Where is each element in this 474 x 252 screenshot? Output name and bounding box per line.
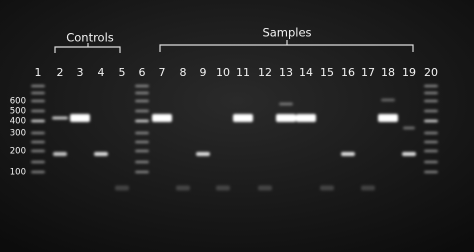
bracket <box>159 40 414 52</box>
group-label: Samples <box>262 26 311 40</box>
ladder-label: 100 <box>10 168 26 178</box>
band <box>424 119 438 123</box>
lane-label: 7 <box>159 66 166 79</box>
band <box>31 140 45 144</box>
lane-label: 1 <box>35 66 42 79</box>
ladder-label: 200 <box>10 147 26 157</box>
band <box>135 109 149 113</box>
band <box>31 119 45 123</box>
band <box>135 149 149 153</box>
band <box>135 99 149 103</box>
lane-label: 4 <box>98 66 105 79</box>
lane-label: 6 <box>139 66 146 79</box>
band <box>424 170 438 174</box>
lane-label: 14 <box>299 66 313 79</box>
group-label: Controls <box>66 31 114 45</box>
band <box>361 185 375 191</box>
band <box>31 84 45 88</box>
lane-label: 18 <box>381 66 395 79</box>
bands <box>31 84 438 191</box>
band <box>320 185 334 191</box>
band <box>424 149 438 153</box>
lane-label: 12 <box>258 66 272 79</box>
band <box>135 119 149 123</box>
band <box>424 109 438 113</box>
band <box>135 140 149 144</box>
lane-label: 9 <box>200 66 207 79</box>
lane-label: 16 <box>341 66 355 79</box>
band <box>31 149 45 153</box>
band <box>31 99 45 103</box>
band <box>176 185 190 191</box>
lane-label: 5 <box>119 66 126 79</box>
band <box>135 160 149 164</box>
lane-label: 15 <box>320 66 334 79</box>
band <box>31 91 45 95</box>
band <box>53 152 67 156</box>
band <box>381 98 395 102</box>
band <box>403 126 415 130</box>
band <box>216 185 230 191</box>
lane-label: 20 <box>424 66 438 79</box>
band <box>135 91 149 95</box>
band <box>424 91 438 95</box>
band <box>233 114 253 122</box>
band <box>52 116 68 120</box>
band <box>258 185 272 191</box>
band <box>424 99 438 103</box>
band <box>31 170 45 174</box>
band <box>70 114 90 122</box>
band <box>424 131 438 135</box>
band <box>135 84 149 88</box>
band <box>279 102 293 106</box>
lane-label: 10 <box>216 66 230 79</box>
lane-label: 17 <box>361 66 375 79</box>
band <box>135 131 149 135</box>
ladder-label: 300 <box>10 129 26 139</box>
band <box>115 185 129 191</box>
band <box>424 160 438 164</box>
band <box>31 131 45 135</box>
band <box>296 114 316 122</box>
band <box>424 84 438 88</box>
ladder-label: 600 <box>10 97 26 107</box>
lane-label: 13 <box>279 66 293 79</box>
ladder-label: 500 <box>10 107 26 117</box>
band <box>424 140 438 144</box>
band <box>341 152 355 156</box>
band <box>135 170 149 174</box>
band <box>402 152 416 156</box>
band <box>31 160 45 164</box>
band <box>94 152 108 156</box>
band <box>378 114 398 122</box>
lane-label: 8 <box>180 66 187 79</box>
lane-label: 2 <box>57 66 64 79</box>
bracket <box>54 43 121 53</box>
ladder-label: 400 <box>10 117 26 127</box>
lane-label: 11 <box>236 66 250 79</box>
band <box>196 152 210 156</box>
band <box>31 109 45 113</box>
lane-label: 19 <box>402 66 416 79</box>
band <box>152 114 172 122</box>
lane-label: 3 <box>77 66 84 79</box>
band <box>276 114 296 122</box>
